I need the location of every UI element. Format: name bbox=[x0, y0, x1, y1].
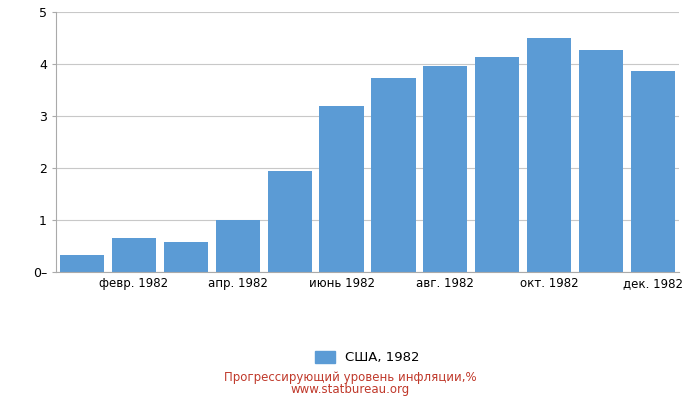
Bar bbox=[372, 78, 416, 272]
Bar bbox=[216, 220, 260, 272]
Text: www.statbureau.org: www.statbureau.org bbox=[290, 384, 410, 396]
Bar bbox=[475, 57, 519, 272]
Bar bbox=[579, 50, 623, 272]
Legend: США, 1982: США, 1982 bbox=[315, 351, 420, 364]
Bar bbox=[164, 242, 208, 272]
Text: Прогрессирующий уровень инфляции,%: Прогрессирующий уровень инфляции,% bbox=[224, 372, 476, 384]
Bar bbox=[319, 106, 363, 272]
Bar bbox=[112, 238, 156, 272]
Bar bbox=[60, 255, 104, 272]
Bar bbox=[631, 71, 675, 272]
Bar bbox=[424, 66, 468, 272]
Bar bbox=[267, 170, 312, 272]
Bar bbox=[527, 38, 571, 272]
